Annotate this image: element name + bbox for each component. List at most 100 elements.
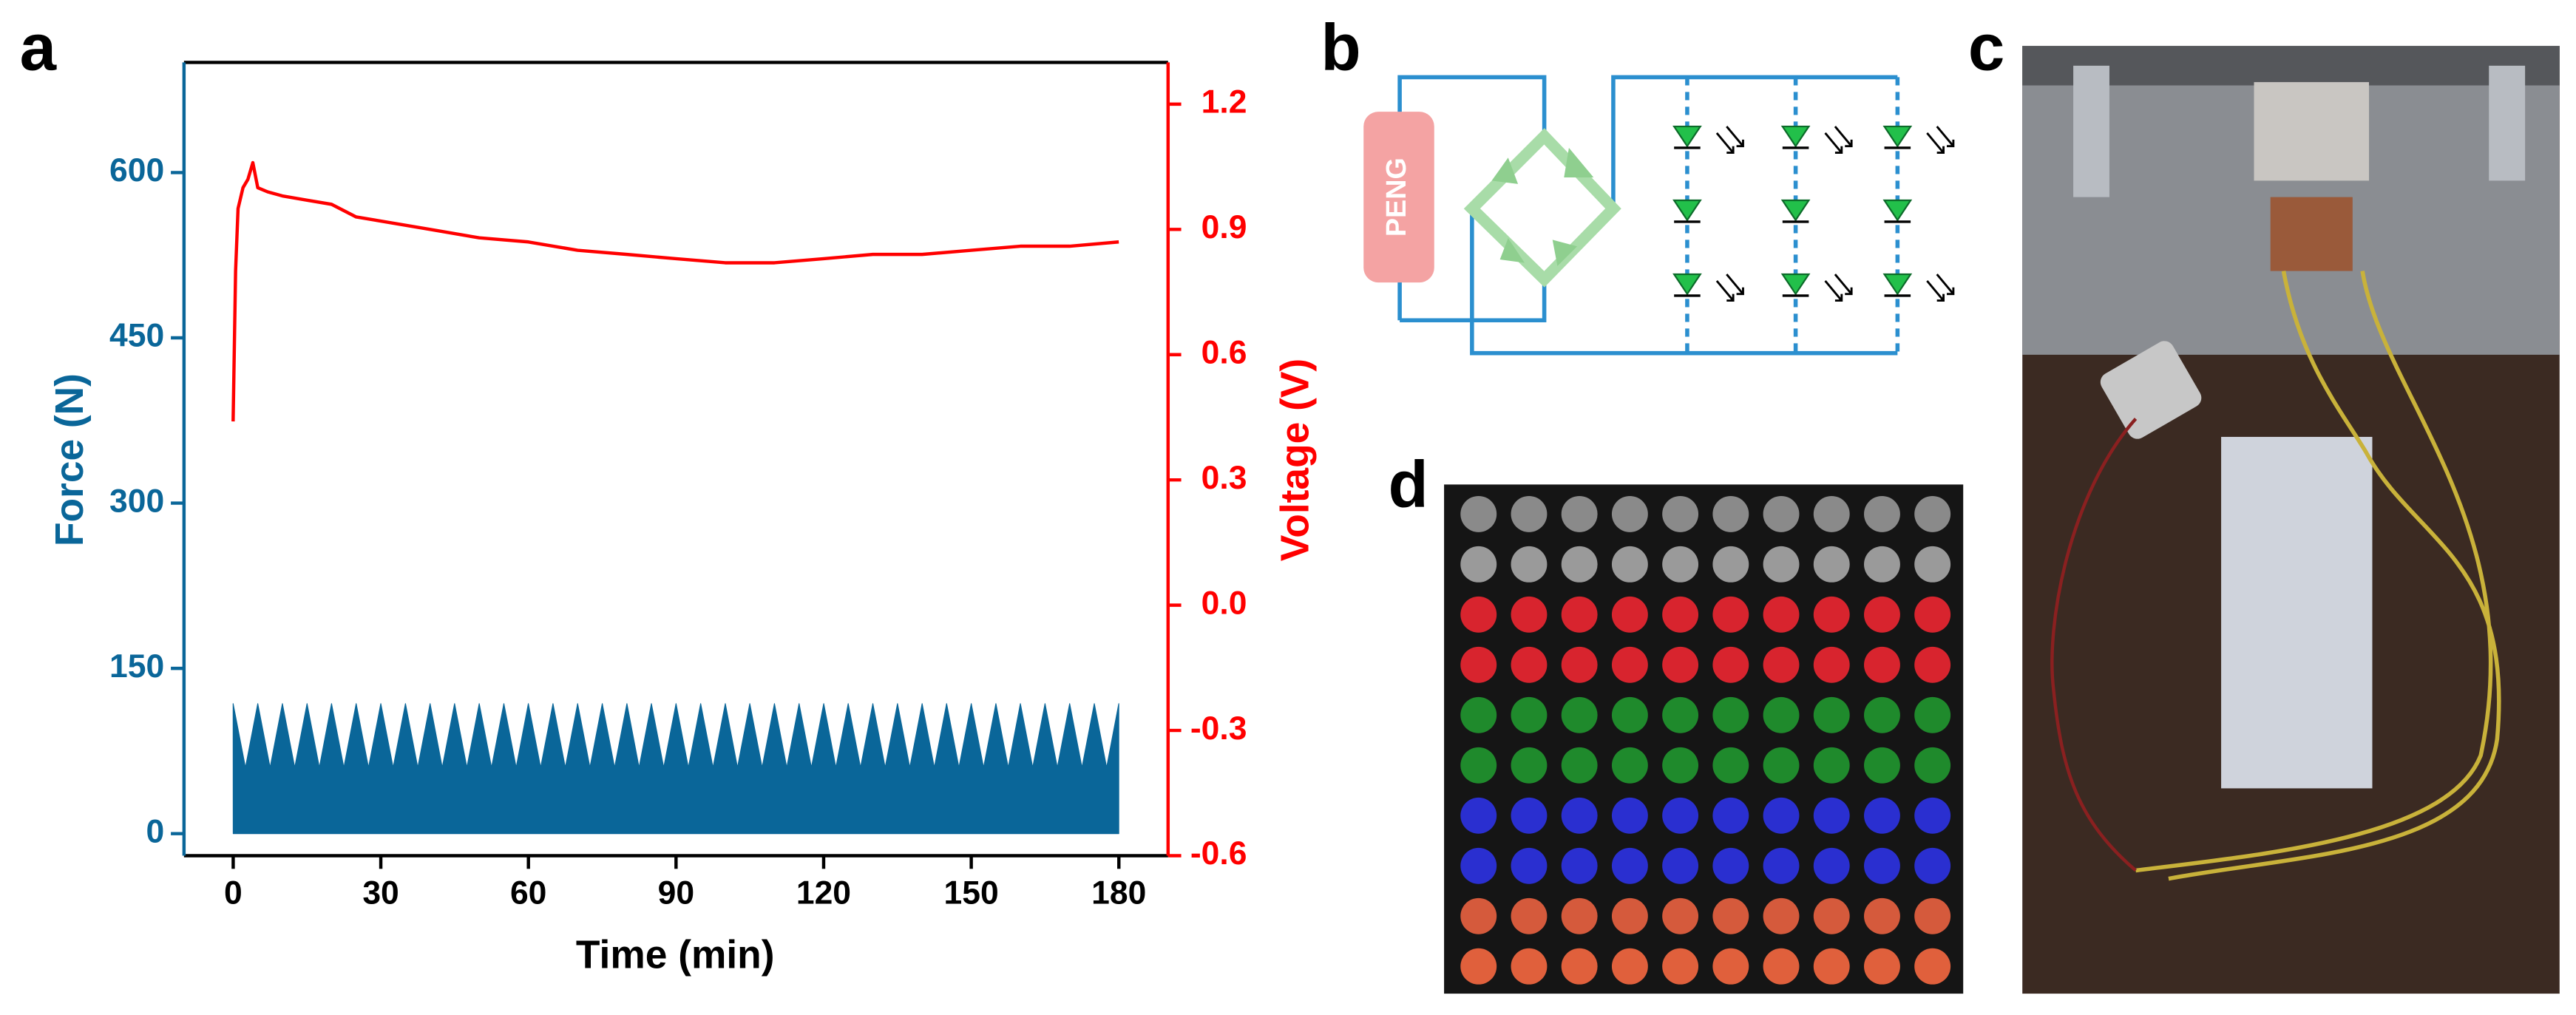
led-dot [1813, 948, 1850, 985]
led-dot [1611, 646, 1648, 683]
light-arrow [1824, 274, 1853, 302]
led-dot [1813, 596, 1850, 633]
bridge [1463, 128, 1621, 288]
x-tick-label: 0 [224, 875, 243, 912]
led-dot [1611, 696, 1648, 733]
led-dot [1611, 797, 1648, 834]
light-arrow [1824, 126, 1853, 155]
led-dot [1813, 847, 1850, 884]
led-dot [1561, 696, 1598, 733]
led-dot [1460, 546, 1497, 583]
led-dot [1611, 546, 1648, 583]
photo-rod [2073, 65, 2109, 197]
led-dot [1662, 948, 1699, 985]
photo-wire [2050, 418, 2138, 872]
x-tick-label: 90 [658, 875, 694, 912]
led-array [1672, 125, 1955, 302]
y2-tick-label: 0.9 [1201, 209, 1247, 245]
light-arrow [1715, 274, 1744, 302]
y2-tick-label: 0.6 [1201, 335, 1247, 371]
x-tick-label: 180 [1091, 875, 1146, 912]
led [1672, 125, 1702, 148]
led-dot [1511, 646, 1548, 683]
led-dot [1460, 696, 1497, 733]
led-dot [1712, 546, 1749, 583]
led-dot [1813, 546, 1850, 583]
photo-wire [2135, 271, 2501, 881]
x-axis-title: Time (min) [576, 933, 775, 977]
led-dot [1763, 646, 1800, 683]
led-dot [1712, 948, 1749, 985]
led-dot [1864, 596, 1900, 633]
led-dot [1662, 646, 1699, 683]
photo-c [2022, 46, 2560, 994]
wire [1397, 75, 1898, 356]
led-dot [1511, 847, 1548, 884]
led-dot [1611, 847, 1648, 884]
led-dot [1561, 546, 1598, 583]
photo-led-panel [2221, 436, 2373, 789]
led-dot [1460, 948, 1497, 985]
led-dot [1914, 596, 1951, 633]
led-dot [1511, 495, 1548, 532]
led-dot [1914, 948, 1951, 985]
led [1780, 199, 1811, 222]
led-dot [1813, 897, 1850, 934]
led-dot [1763, 596, 1800, 633]
led-dot [1611, 747, 1648, 784]
led-dot [1914, 646, 1951, 683]
photo-clamp [2254, 82, 2370, 181]
chart: Time (min) Force (N) Voltage (V) 0 30 60 90… [48, 61, 1317, 977]
photo-d [1444, 484, 1964, 994]
led-dot [1460, 747, 1497, 784]
led [1882, 273, 1913, 296]
light-arrow [1926, 274, 1955, 302]
y-axis-title: Force (N) [48, 373, 92, 546]
peng-box [1363, 112, 1434, 283]
led-dot [1662, 897, 1699, 934]
led-dot [1813, 696, 1850, 733]
led-dot [1712, 797, 1749, 834]
led-dot [1561, 948, 1598, 985]
led-dot [1914, 847, 1951, 884]
light-arrow [1715, 126, 1744, 155]
panel-label: d [1389, 448, 1428, 521]
led-dot [1460, 797, 1497, 834]
led-dot [1763, 495, 1800, 532]
led-dot [1561, 897, 1598, 934]
led [1882, 125, 1913, 148]
led-dot [1914, 897, 1951, 934]
line [231, 160, 1119, 422]
led-dot [1712, 596, 1749, 633]
led-dot [1511, 747, 1548, 784]
led-grid [1460, 495, 1951, 985]
led-dot [1813, 747, 1850, 784]
led-dot [1561, 495, 1598, 532]
led-dot [1763, 546, 1800, 583]
led-dot [1712, 646, 1749, 683]
photo-top [2022, 46, 2560, 86]
led-dot [1662, 797, 1699, 834]
led-dot [1611, 596, 1648, 633]
led-dot [1511, 897, 1548, 934]
led-dot [1662, 546, 1699, 583]
y-tick-label: 300 [109, 483, 164, 519]
led-dot [1813, 646, 1850, 683]
led [1882, 199, 1913, 222]
photo-rod [2489, 65, 2526, 181]
led-dot [1864, 546, 1900, 583]
y2-tick-label: 1.2 [1201, 84, 1247, 120]
y-tick-label: 450 [109, 318, 164, 354]
led-dot [1511, 797, 1548, 834]
led-dot [1763, 897, 1800, 934]
y-tick-label: 150 [109, 648, 164, 685]
led-dot [1813, 797, 1850, 834]
led-dot [1864, 495, 1900, 532]
led-dot [1611, 948, 1648, 985]
led-dot [1864, 696, 1900, 733]
y2-axis-title: Voltage (V) [1273, 359, 1317, 561]
led-dot [1914, 747, 1951, 784]
led-dot [1864, 897, 1900, 934]
led-dot [1460, 495, 1497, 532]
